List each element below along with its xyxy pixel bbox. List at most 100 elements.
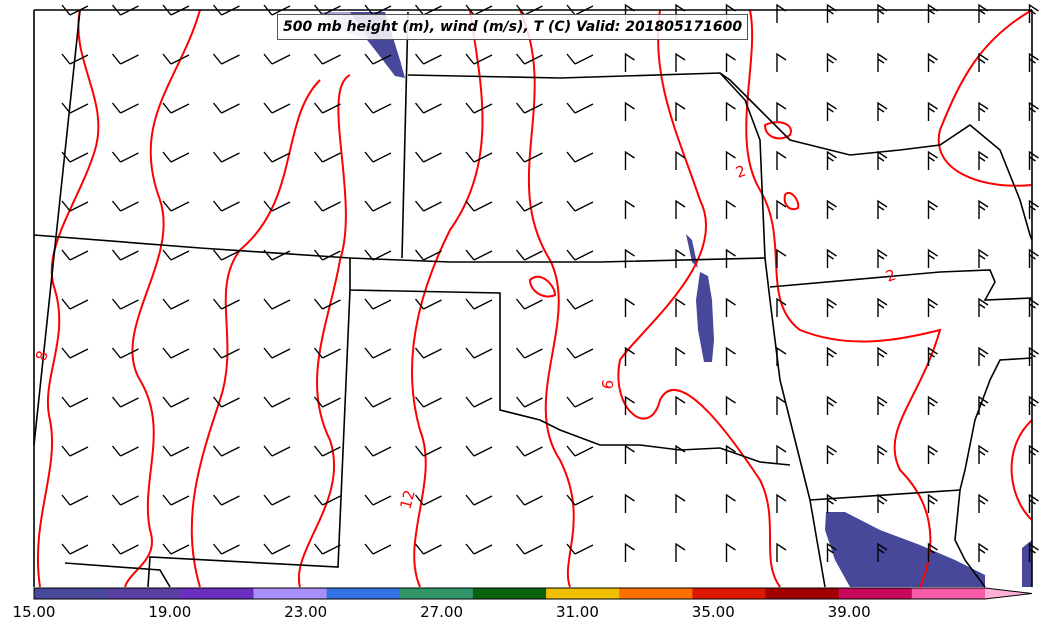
wind-barb xyxy=(515,494,543,506)
colorbar-bin xyxy=(911,588,986,599)
wind-barb xyxy=(111,102,139,114)
wind-barb xyxy=(927,444,938,464)
wind-barb xyxy=(364,494,392,506)
wind-barb xyxy=(515,249,543,261)
wind-barb xyxy=(515,396,543,408)
wind-barb xyxy=(927,346,938,366)
wind-barb xyxy=(111,200,139,212)
wind-barb xyxy=(162,347,190,359)
wind-barb xyxy=(364,4,392,16)
wind-barb xyxy=(566,151,594,163)
wind-barb xyxy=(61,249,89,261)
wind-barb xyxy=(263,445,291,457)
wind-barbs xyxy=(61,3,1039,562)
wind-barb xyxy=(465,53,493,65)
wind-barb xyxy=(212,151,240,163)
wind-barb xyxy=(877,101,888,121)
wind-barb xyxy=(111,4,139,16)
wind-barb xyxy=(313,543,341,555)
wind-barb xyxy=(877,150,888,170)
wind-barb xyxy=(877,493,888,513)
wind-barb xyxy=(313,445,341,457)
wind-barb xyxy=(978,199,989,219)
wind-barb xyxy=(162,249,190,261)
wind-barb xyxy=(725,542,736,562)
wind-barb xyxy=(826,297,837,317)
wind-barb xyxy=(725,346,736,366)
wind-barb xyxy=(414,445,442,457)
wind-barb xyxy=(61,494,89,506)
wind-barb xyxy=(566,249,594,261)
wind-barb xyxy=(212,396,240,408)
wind-barb xyxy=(313,249,341,261)
wind-barb xyxy=(776,101,787,121)
wind-barb xyxy=(826,150,837,170)
wind-barb xyxy=(263,102,291,114)
wind-barb xyxy=(61,102,89,114)
wind-barb xyxy=(877,395,888,415)
wind-barb xyxy=(414,347,442,359)
wind-barb xyxy=(877,297,888,317)
wind-barb xyxy=(414,543,442,555)
contour-label: 2 xyxy=(733,162,748,182)
wind-barb xyxy=(414,249,442,261)
wind-barb xyxy=(212,298,240,310)
wind-barb xyxy=(414,53,442,65)
wind-barb xyxy=(927,395,938,415)
contour-label: 6 xyxy=(598,378,617,391)
wind-barb xyxy=(465,494,493,506)
wind-barb xyxy=(212,4,240,16)
wind-barb xyxy=(725,444,736,464)
wind-barb xyxy=(162,445,190,457)
wind-barb xyxy=(61,445,89,457)
wind-barb xyxy=(776,3,787,23)
wind-barb xyxy=(566,543,594,555)
wind-barb xyxy=(263,200,291,212)
wind-barb xyxy=(515,151,543,163)
wind-barb xyxy=(61,151,89,163)
wind-barb xyxy=(465,298,493,310)
wind-barb xyxy=(1028,150,1039,170)
colorbar-tick-label: 15.00 xyxy=(12,603,56,621)
wind-barb xyxy=(624,542,635,562)
colorbar-tick-label: 39.00 xyxy=(827,603,871,621)
wind-barb xyxy=(826,3,837,23)
wind-barb xyxy=(111,151,139,163)
wind-barb xyxy=(414,298,442,310)
wind-barb xyxy=(465,4,493,16)
wind-barb xyxy=(826,346,837,366)
wind-barb xyxy=(1028,3,1039,23)
wind-barb xyxy=(675,150,686,170)
wind-barb xyxy=(263,347,291,359)
wind-barb xyxy=(675,395,686,415)
wind-barb xyxy=(725,395,736,415)
wind-barb xyxy=(61,298,89,310)
wind-barb xyxy=(776,248,787,268)
wind-barb xyxy=(624,444,635,464)
wind-barb xyxy=(364,347,392,359)
wind-barb xyxy=(364,445,392,457)
wind-barb xyxy=(675,248,686,268)
wind-barb xyxy=(978,346,989,366)
colorbar-tick-label: 31.00 xyxy=(555,603,599,621)
colorbar-bin xyxy=(692,588,767,599)
wind-barb xyxy=(162,4,190,16)
wind-barb xyxy=(364,151,392,163)
wind-barb xyxy=(675,542,686,562)
wind-barb xyxy=(624,297,635,317)
wind-barb xyxy=(465,249,493,261)
wind-barb xyxy=(776,297,787,317)
wind-barb xyxy=(61,396,89,408)
wind-barb xyxy=(566,200,594,212)
wind-barb xyxy=(162,396,190,408)
wind-barb xyxy=(927,297,938,317)
wind-barb xyxy=(263,249,291,261)
wind-barb xyxy=(313,151,341,163)
wind-barb xyxy=(414,4,442,16)
wind-barb xyxy=(263,494,291,506)
wind-barb xyxy=(111,445,139,457)
temperature-contours xyxy=(36,9,1033,588)
colorbar-bin xyxy=(399,588,474,599)
plot-title: 500 mb height (m), wind (m/s), T (C) Val… xyxy=(277,14,749,40)
wind-barb xyxy=(162,494,190,506)
